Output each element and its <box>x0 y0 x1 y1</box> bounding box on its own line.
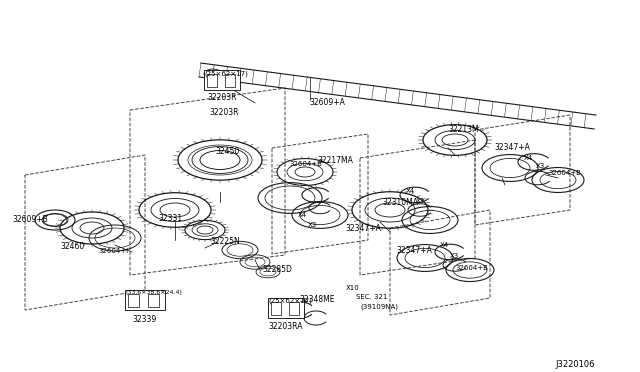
Text: X4: X4 <box>440 242 449 248</box>
Text: 32213M: 32213M <box>448 125 479 134</box>
Text: 32310MA: 32310MA <box>382 198 418 207</box>
Text: 32225N: 32225N <box>210 237 240 246</box>
Text: 32347+A: 32347+A <box>494 143 530 152</box>
Text: 32347+A: 32347+A <box>396 246 432 255</box>
Bar <box>148 294 159 307</box>
Text: 32203RA: 32203RA <box>269 322 303 331</box>
Bar <box>268 298 304 318</box>
Bar <box>204 70 240 90</box>
Text: 32604+B: 32604+B <box>548 170 581 176</box>
Text: 32604+B: 32604+B <box>455 265 488 271</box>
Bar <box>128 294 139 307</box>
Text: 32217MA: 32217MA <box>317 156 353 165</box>
Text: X4: X4 <box>524 155 533 161</box>
Text: X3: X3 <box>308 222 317 228</box>
Text: X3: X3 <box>416 198 425 204</box>
Text: X3: X3 <box>450 253 460 259</box>
Text: X10: X10 <box>346 285 360 291</box>
Text: SEC. 321: SEC. 321 <box>356 294 387 300</box>
Text: 32331: 32331 <box>158 214 182 223</box>
Text: 32604+B: 32604+B <box>289 161 322 167</box>
Text: 32285D: 32285D <box>262 265 292 274</box>
Text: J3220106: J3220106 <box>555 360 595 369</box>
Text: 32347+A: 32347+A <box>345 224 381 233</box>
Text: 32460: 32460 <box>60 242 84 251</box>
Text: (33.6×38.6×24.4): (33.6×38.6×24.4) <box>125 290 182 295</box>
Text: 32609+A: 32609+A <box>309 98 345 107</box>
Text: X4: X4 <box>406 188 415 194</box>
Bar <box>271 301 280 314</box>
Text: 32609+B: 32609+B <box>12 215 48 224</box>
Text: X4: X4 <box>298 212 307 218</box>
Bar <box>225 74 235 87</box>
Bar <box>207 74 216 87</box>
Text: X3: X3 <box>536 163 545 169</box>
Text: 32348ME: 32348ME <box>299 295 335 304</box>
Text: 32450: 32450 <box>215 147 239 156</box>
Text: 32339: 32339 <box>133 315 157 324</box>
Text: 32203R: 32203R <box>207 93 237 102</box>
Text: 32203R: 32203R <box>209 108 239 117</box>
Text: (39109NA): (39109NA) <box>360 303 398 310</box>
Text: (25×62×17): (25×62×17) <box>204 70 248 77</box>
Text: (25×62×17): (25×62×17) <box>268 298 312 305</box>
Text: 32604+I: 32604+I <box>98 248 128 254</box>
Bar <box>289 301 299 314</box>
Bar <box>125 290 165 310</box>
